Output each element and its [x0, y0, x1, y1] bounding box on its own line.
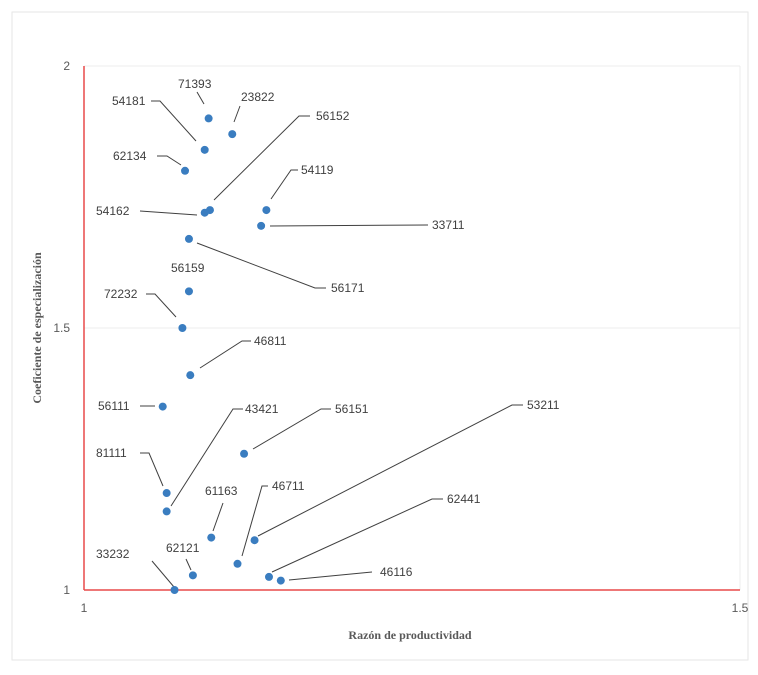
y-axis-title: Coeficiente de especialización	[30, 252, 44, 404]
data-points	[158, 114, 285, 594]
data-point	[228, 130, 237, 139]
data-label: 33232	[96, 547, 130, 561]
data-label: 56151	[335, 402, 369, 416]
leader-line	[157, 155, 182, 166]
data-label: 62441	[447, 492, 481, 506]
x-tick-label: 1	[81, 601, 88, 615]
data-point	[162, 489, 171, 498]
data-point	[188, 571, 197, 580]
data-point	[184, 287, 193, 296]
data-point	[200, 145, 209, 154]
data-label: 33711	[432, 218, 465, 232]
data-point	[250, 536, 259, 545]
data-label: 54181	[112, 94, 146, 108]
leader-line	[213, 115, 310, 201]
data-label: 56152	[316, 109, 350, 123]
data-label: 72232	[104, 287, 138, 301]
point-labels: 71393 23822 54181 56152 62134 54119 54162 33711…	[96, 77, 560, 579]
data-point	[264, 572, 273, 581]
leader-line	[257, 404, 523, 537]
leader-line	[270, 169, 298, 200]
data-label: 61163	[205, 484, 238, 498]
leader-line	[185, 558, 192, 571]
leader-line	[288, 571, 373, 581]
data-label: 23822	[241, 90, 275, 104]
leader-line	[140, 452, 164, 487]
data-label: 46116	[380, 565, 413, 579]
data-point	[162, 507, 171, 516]
data-point	[170, 586, 179, 594]
data-label: 53211	[527, 398, 560, 412]
data-point	[178, 324, 187, 332]
data-point	[186, 371, 195, 380]
data-label: 56171	[331, 281, 365, 295]
data-point	[207, 533, 216, 542]
data-label: 62121	[166, 541, 200, 555]
data-point	[204, 114, 213, 123]
data-label: 46811	[254, 334, 287, 348]
leader-line	[151, 560, 175, 588]
leader-line	[212, 502, 224, 532]
data-point	[200, 208, 209, 217]
data-point	[184, 234, 193, 243]
data-point	[240, 449, 249, 458]
data-label: 62134	[113, 149, 147, 163]
chart-frame	[11, 11, 749, 661]
data-label: 54162	[96, 204, 130, 218]
leader-lines	[139, 91, 523, 588]
data-label: 54119	[301, 163, 334, 177]
data-label: 43421	[245, 402, 279, 416]
y-tick-label: 1	[63, 583, 70, 597]
leader-line	[252, 408, 331, 450]
grid	[84, 65, 741, 590]
leader-line	[139, 210, 198, 216]
leader-line	[151, 100, 197, 142]
x-tick-label: 1.5	[732, 601, 749, 615]
y-tick-label: 1.5	[53, 321, 70, 335]
axes	[83, 66, 740, 591]
data-point	[158, 402, 167, 411]
leader-line	[269, 224, 429, 227]
y-tick-label: 2	[63, 59, 70, 73]
leader-line	[170, 408, 243, 507]
leader-line	[196, 242, 326, 289]
leader-line	[241, 485, 268, 557]
leader-line	[199, 340, 251, 369]
data-point	[276, 576, 285, 585]
data-point	[181, 166, 190, 175]
data-label: 71393	[178, 77, 212, 91]
data-label: 81111	[96, 446, 127, 460]
leader-line	[196, 91, 205, 105]
data-point	[262, 206, 271, 215]
data-label: 56111	[98, 399, 130, 413]
leader-line	[271, 498, 443, 573]
data-label: 46711	[272, 479, 305, 493]
data-label: 56159	[171, 261, 205, 275]
data-point	[233, 559, 242, 568]
x-axis-title: Razón de productividad	[348, 628, 471, 642]
leader-line	[146, 293, 177, 318]
tick-labels: 1 1.5 2 1 1.5	[53, 59, 748, 615]
data-point	[257, 221, 266, 230]
leader-line	[233, 105, 241, 123]
